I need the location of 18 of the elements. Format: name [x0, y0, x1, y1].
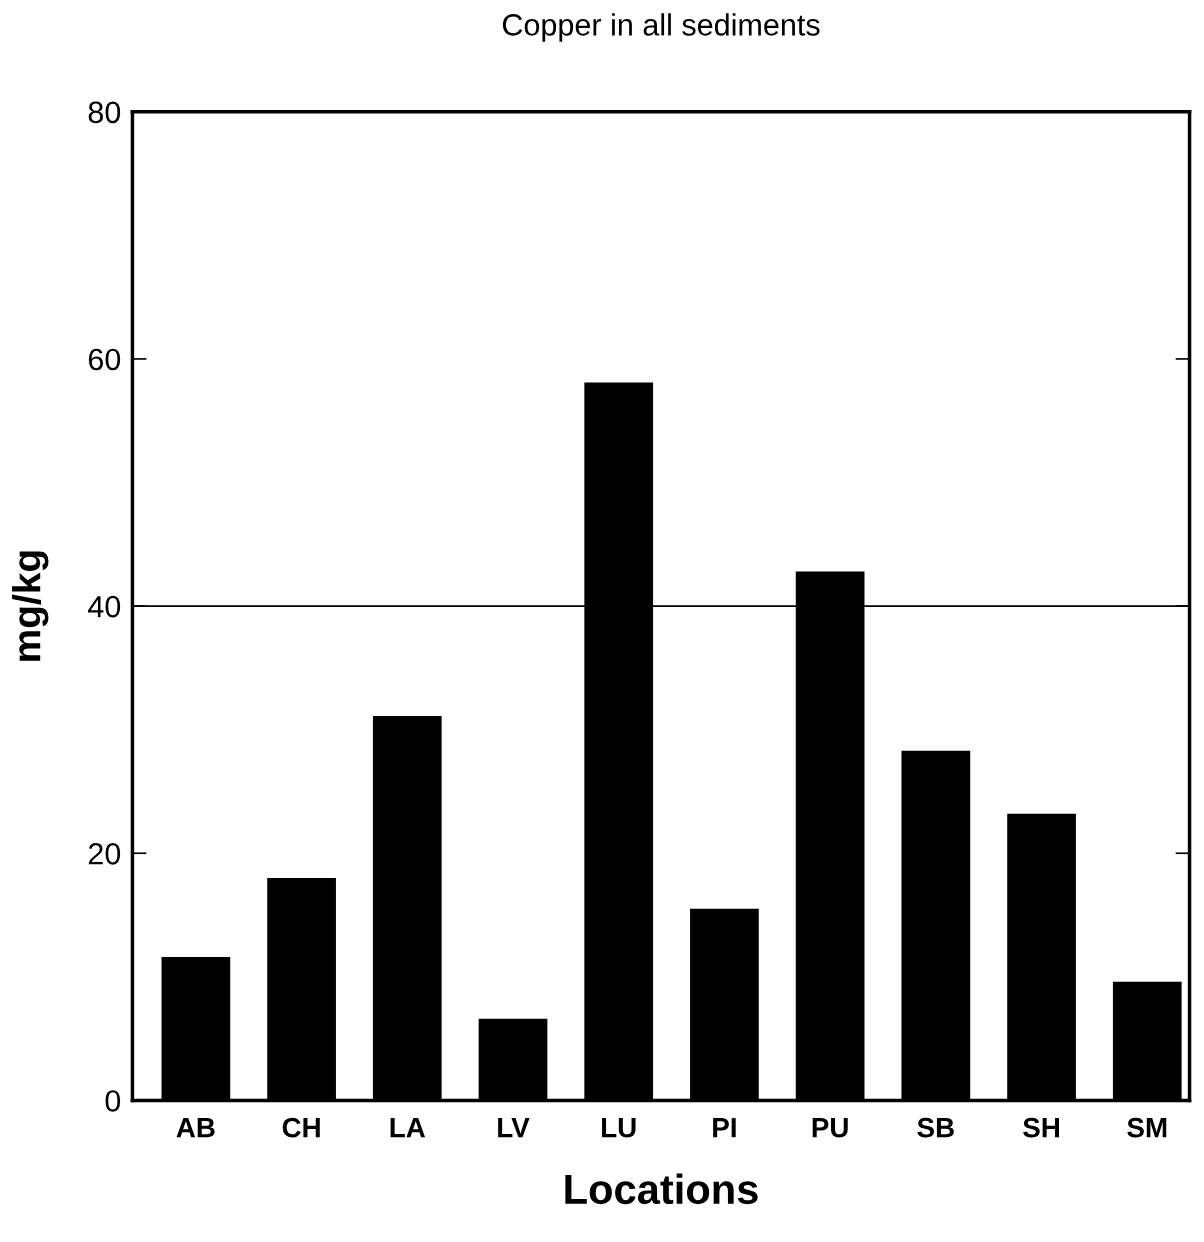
x-tick-label: CH	[282, 1117, 320, 1138]
y-tick-label: 80	[88, 101, 121, 124]
y-tick-label: 20	[88, 842, 121, 865]
x-tick-label: LU	[602, 1118, 636, 1138]
y-tick-label: 40	[88, 595, 121, 618]
x-tick-label: LV	[498, 1118, 530, 1138]
chart-title: Copper in all sediments	[502, 13, 820, 42]
x-tick-label: SH	[1023, 1117, 1059, 1138]
x-tick-label: SB	[917, 1117, 954, 1138]
x-tick-label: LA	[390, 1118, 426, 1138]
x-tick-label: PI	[713, 1118, 736, 1138]
x-tick-label: AB	[176, 1118, 215, 1138]
x-axis-title: Locations	[565, 1173, 758, 1205]
x-tick-label: PU	[812, 1118, 848, 1138]
y-tick-label: 0	[105, 1090, 121, 1112]
y-axis-title: mg/kg	[12, 551, 49, 661]
y-tick-label: 60	[88, 348, 121, 371]
x-tick-label: SM	[1127, 1117, 1167, 1138]
